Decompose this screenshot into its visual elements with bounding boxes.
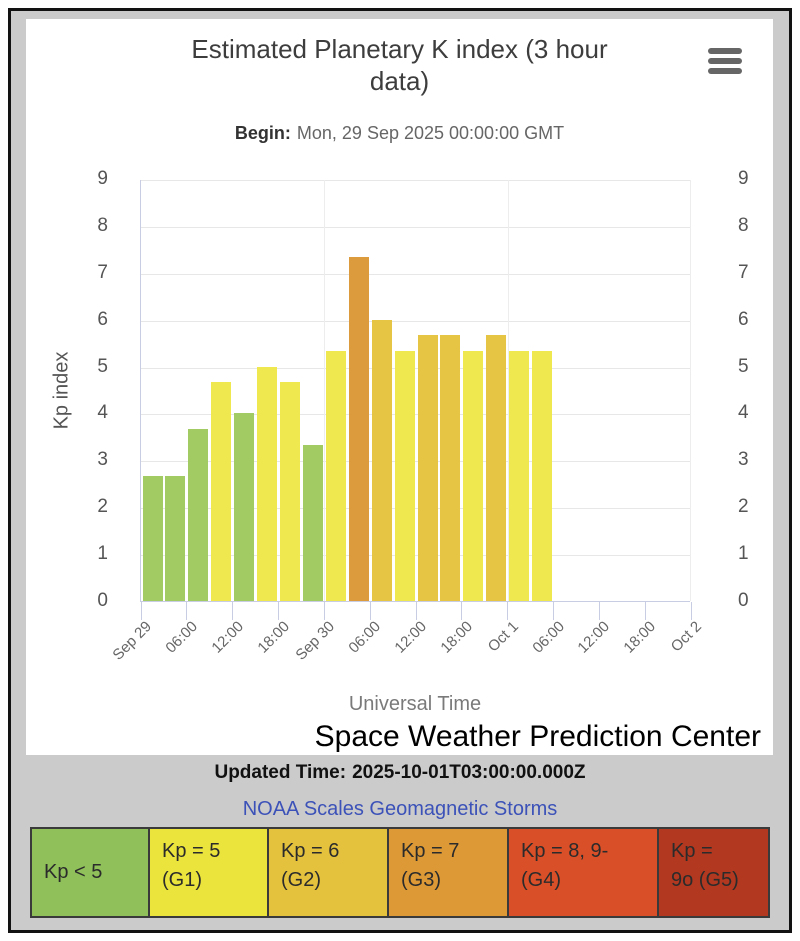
gridline-horizontal [141,320,690,322]
kp-bar [302,444,323,601]
x-axis-tick [644,602,646,620]
chart-frame: Estimated Planetary K index (3 hour data… [8,8,792,933]
legend-cell-label: Kp = [671,840,713,862]
kp-scale-legend: Kp < 5 Kp = 5 (G1) Kp = 6 (G2) Kp = 7 (G3) Kp =… [30,827,770,918]
y-axis-label-left: 6 [97,308,108,330]
x-axis-tick [690,602,692,620]
kp-bar [325,351,346,601]
x-axis-tick [140,602,142,620]
x-axis-tick [323,602,325,620]
y-axis-title: Kp index [50,351,73,430]
y-axis-label-right: 3 [738,449,749,471]
chart-menu-button[interactable] [708,48,742,76]
begin-value: Mon, 29 Sep 2025 00:00:00 GMT [296,123,565,143]
legend-cell: Kp = 7 (G3) [389,829,509,916]
kp-bar [394,351,415,601]
kp-bar [509,351,530,601]
gridline-vertical [690,180,691,601]
gridline-horizontal [141,226,690,228]
chart-title: Estimated Planetary K index (3 hour data… [191,34,608,96]
updated-time-value: 2025-10-01T03:00:00.000Z [352,762,586,783]
y-axis-label-left: 1 [97,543,108,565]
legend-cell: Kp = 5 (G1) [150,829,269,916]
kp-bar [188,428,209,601]
legend-cell-sublabel: (G1) [162,869,202,891]
kp-bar [280,382,300,601]
x-axis-tick [553,602,554,620]
kp-bar [486,335,507,601]
y-axis-label-left: 2 [97,496,108,518]
y-axis-label-right: 2 [738,496,749,518]
x-axis-tick [369,602,371,620]
y-axis-label-right: 4 [738,402,749,424]
y-axis-label-left: 4 [97,402,108,424]
gridline-horizontal [141,367,690,369]
gridline-horizontal [141,414,690,416]
gridline-horizontal [141,180,690,181]
kp-bar [142,475,163,601]
gridline-vertical [324,180,326,601]
legend-cell: Kp = 8, 9- (G4) [509,829,659,916]
y-axis-label-left: 8 [97,214,108,236]
legend-cell-label: Kp = 8, 9- [521,840,609,862]
kp-bar [532,351,553,601]
kp-bar [440,335,461,601]
y-axis-label-right: 1 [738,543,749,565]
y-axis-label-right: 5 [738,355,749,377]
x-axis-tick [278,602,279,620]
x-axis-tick [415,602,417,620]
y-axis-label-right: 6 [738,308,749,330]
y-axis-label-left: 0 [97,590,108,611]
legend-cell-label: Kp = 6 [281,840,340,862]
y-axis-label-left: 9 [97,168,108,189]
gridline-horizontal [141,273,690,275]
y-axis-label-left: 5 [97,355,108,377]
kp-bar [417,335,438,601]
legend-cell: Kp < 5 [32,829,150,916]
legend-cell-sublabel: (G4) [521,869,561,891]
y-axis-label-left: 7 [97,261,108,283]
y-axis-label-right: 9 [738,168,749,189]
legend-cell: Kp = 6 (G2) [269,829,389,916]
legend-cell-sublabel: (G2) [281,869,321,891]
chart-panel: Estimated Planetary K index (3 hour data… [26,19,773,755]
kp-bar [234,413,255,601]
legend-cell-label: Kp = 5 [162,840,221,862]
kp-bar [371,319,392,601]
updated-time: Updated Time: 2025-10-01T03:00:00.000Z [11,762,789,784]
plot-area [140,180,692,620]
x-axis-title: Universal Time [348,693,482,715]
gridline-horizontal [141,555,690,557]
legend-cell-sublabel: 9o (G5) [671,869,739,891]
y-axis-label-right: 8 [738,214,749,236]
legend-cell: Kp = 9o (G5) [659,829,768,916]
legend-cell-label: Kp < 5 [44,861,103,883]
legend-cell-sublabel: (G3) [401,869,441,891]
x-axis-tick [507,602,509,620]
kp-bar [348,257,369,601]
kp-bar [211,382,232,601]
x-axis-tick [232,602,234,620]
begin-label: Begin: [234,123,291,143]
kp-bar [463,351,484,601]
legend-cell-label: Kp = 7 [401,840,460,862]
gridline-vertical [507,180,509,601]
gridline-horizontal [141,461,690,463]
x-axis-tick [461,602,463,620]
chart-subtitle: Begin: Mon, 29 Sep 2025 00:00:00 GMT [26,123,773,144]
updated-time-label: Updated Time: [214,762,347,783]
noaa-scales-link[interactable]: NOAA Scales Geomagnetic Storms [242,798,558,820]
x-axis-tick [598,602,600,620]
y-axis-label-right: 7 [738,261,749,283]
gridline-horizontal [141,508,690,510]
x-axis-tick [186,602,188,620]
hamburger-icon [708,48,742,74]
kp-bar [257,366,278,601]
y-axis-label-right: 0 [738,590,749,611]
credit-text: Space Weather Prediction Center [314,720,761,753]
kp-bar [165,475,186,601]
y-axis-label-left: 3 [97,449,108,471]
